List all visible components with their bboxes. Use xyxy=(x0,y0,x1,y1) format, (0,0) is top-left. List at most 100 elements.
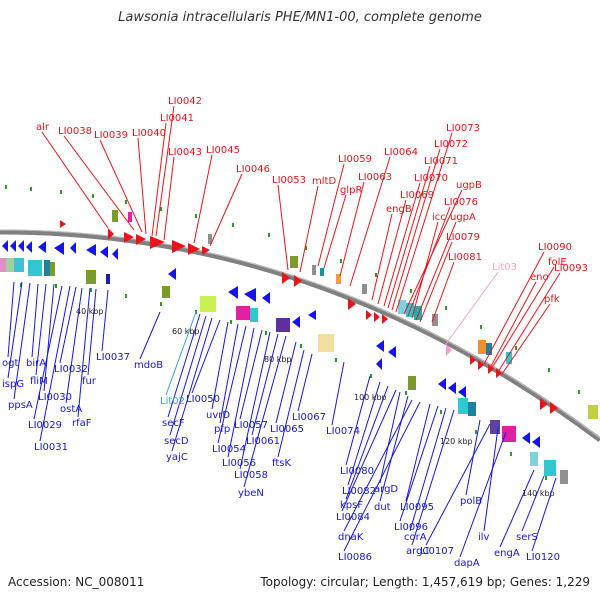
rev-leader-21 xyxy=(217,325,247,444)
rev-gene-label-34: LI0084 xyxy=(336,512,370,523)
fwd-gene-label-21: ugpB xyxy=(456,180,482,191)
fwd-leader-12 xyxy=(323,194,347,269)
accession-text: Accession: NC_008011 xyxy=(8,575,145,589)
rev-leader-26 xyxy=(243,335,287,488)
fwd-gene-label-16: LI0069 xyxy=(400,190,434,201)
rev-leader-0 xyxy=(7,281,15,358)
fwd-leader-3 xyxy=(137,137,147,235)
reverse-strand-features xyxy=(2,240,540,448)
rev-leader-33 xyxy=(345,385,389,500)
rev-leader-37 xyxy=(343,399,413,532)
forward-gene-labels: alr LI0038 LI0039 LI0040 LI0041 LI0042 LI0043 L… xyxy=(36,96,588,305)
scale-label-40kbp: 40 kbp xyxy=(76,307,104,316)
fwd-gene-label-5: LI0042 xyxy=(168,96,202,107)
fwd-leader-30 xyxy=(497,272,561,373)
rev-gene-label-1: ispG xyxy=(2,379,24,390)
map-title: Lawsonia intracellularis PHE/MN1-00, com… xyxy=(118,10,482,25)
fwd-gene-label-6: LI0043 xyxy=(168,147,202,158)
rev-gene-label-37: dnaK xyxy=(338,532,364,543)
fwd-gene-label-13: LI0063 xyxy=(358,172,392,183)
rev-gene-label-26: ybeN xyxy=(238,488,264,499)
rev-gene-label-8: LI0032 xyxy=(54,364,88,375)
rev-leader-11 xyxy=(87,288,97,376)
fwd-gene-label-19: LI0072 xyxy=(434,139,468,150)
rev-gene-label-12: LI0037 xyxy=(96,352,130,363)
fwd-gene-label-12: glpR xyxy=(340,185,362,196)
rev-gene-label-31: LI0080 xyxy=(340,466,374,477)
rev-gene-label-30: LI0074 xyxy=(326,426,360,437)
fwd-gene-label-14: LI0064 xyxy=(384,147,418,158)
fwd-leader-32 xyxy=(501,303,551,375)
fwd-leader-8 xyxy=(209,173,243,247)
forward-label-leaders xyxy=(41,105,561,375)
rev-gene-label-49: LI0120 xyxy=(526,552,560,563)
fwd-gene-label-23: icc xyxy=(432,212,446,223)
rev-leader-20 xyxy=(219,323,239,424)
reverse-label-leaders xyxy=(7,281,557,558)
fwd-leader-2 xyxy=(99,139,143,233)
rev-gene-label-47: engA xyxy=(494,548,520,559)
rev-leader-41 xyxy=(409,407,447,532)
rev-leader-3 xyxy=(31,283,39,358)
rev-leader-4 xyxy=(35,283,47,376)
fwd-leader-28 xyxy=(483,251,545,365)
scale-label-60kbp: 60 kbp xyxy=(172,327,200,336)
rev-leader-48 xyxy=(521,475,545,532)
fwd-gene-label-8: LI0046 xyxy=(236,164,270,175)
rev-leader-15 xyxy=(167,313,201,418)
rev-leader-46 xyxy=(459,431,507,558)
rev-leader-45 xyxy=(483,427,499,532)
rev-leader-18 xyxy=(191,319,221,394)
rev-leader-38 xyxy=(343,401,421,552)
rev-gene-label-13: mdoB xyxy=(134,360,163,371)
rev-gene-label-23: LI0057 xyxy=(234,420,268,431)
rev-gene-label-25: LI0061 xyxy=(246,436,280,447)
fwd-gene-label-22: LI0076 xyxy=(444,197,478,208)
rev-gene-label-0: ogt xyxy=(2,358,18,369)
rev-gene-label-40: LI0096 xyxy=(394,522,428,533)
rev-gene-label-42: argC xyxy=(406,546,429,557)
rev-gene-label-10: rfaF xyxy=(72,418,92,429)
fwd-leader-22 xyxy=(407,206,451,317)
fwd-gene-label-32: pfk xyxy=(544,294,560,305)
fwd-leader-15 xyxy=(371,213,393,301)
rev-gene-label-38: LI0086 xyxy=(338,552,372,563)
fwd-leader-9 xyxy=(277,184,289,271)
rev-leader-28 xyxy=(275,341,297,424)
rev-leader-43 xyxy=(465,419,481,496)
fwd-leader-17 xyxy=(383,182,421,307)
fwd-gene-label-24: ugpA xyxy=(450,212,476,223)
rev-gene-label-6: LI0029 xyxy=(28,420,62,431)
rev-leader-14 xyxy=(165,311,197,396)
rev-leader-2 xyxy=(13,282,31,400)
rev-leader-34 xyxy=(341,389,397,512)
fwd-leader-27 xyxy=(445,271,499,345)
rev-gene-label-16: secD xyxy=(164,436,189,447)
rev-gene-label-22: LI0056 xyxy=(222,458,256,469)
fwd-gene-label-29: folE xyxy=(548,257,567,268)
rev-gene-label-29: LI0067 xyxy=(292,412,326,423)
rev-gene-label-5: LI0030 xyxy=(38,392,72,403)
rev-leader-5 xyxy=(43,283,55,392)
rev-gene-label-27: ftsK xyxy=(272,458,291,469)
rev-gene-label-41: corA xyxy=(404,532,427,543)
fwd-leader-24 xyxy=(415,221,457,321)
fwd-leader-26 xyxy=(431,261,455,323)
rev-gene-label-2: ppsA xyxy=(8,400,33,411)
fwd-gene-label-2: LI0039 xyxy=(94,130,128,141)
rev-gene-label-14: Lit02 xyxy=(160,396,185,407)
fwd-gene-label-11: LI0059 xyxy=(338,154,372,165)
fwd-gene-label-9: LI0053 xyxy=(272,175,306,186)
lit03-marker xyxy=(446,344,452,356)
scale-label-120kbp: 120 kbp xyxy=(440,437,473,446)
rev-gene-label-17: yajC xyxy=(166,452,188,463)
rev-leader-23 xyxy=(239,329,263,420)
fwd-leader-13 xyxy=(339,181,365,277)
fwd-leader-31 xyxy=(489,281,537,369)
rev-leader-30 xyxy=(331,361,345,426)
fwd-leader-11 xyxy=(317,163,345,267)
outer-dot-ring xyxy=(5,185,580,394)
rev-gene-label-28: LI0065 xyxy=(270,424,304,435)
forward-strand-features xyxy=(60,220,558,414)
